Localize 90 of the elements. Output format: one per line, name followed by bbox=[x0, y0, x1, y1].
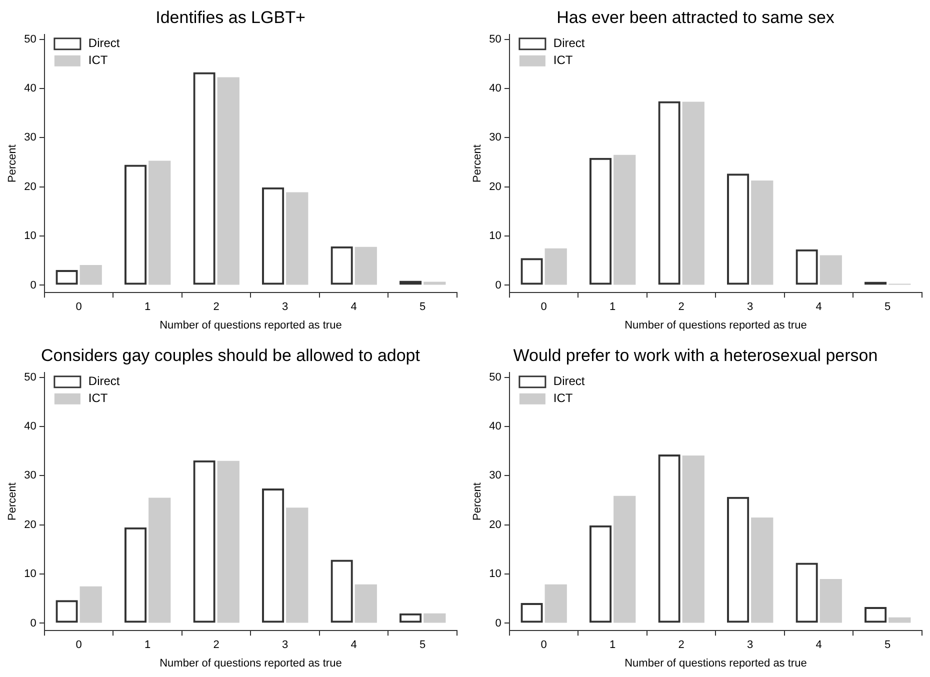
legend-label: ICT bbox=[88, 53, 108, 68]
x-axis-title: Number of questions reported as true bbox=[624, 319, 807, 332]
bar bbox=[286, 508, 308, 623]
x-axis-title: Number of questions reported as true bbox=[160, 319, 342, 332]
y-axis-title: Percent bbox=[6, 144, 19, 182]
x-tick-label: 5 bbox=[884, 639, 891, 652]
y-tick-label: 30 bbox=[489, 132, 502, 144]
x-tick-label: 1 bbox=[610, 301, 616, 314]
bar bbox=[80, 586, 102, 623]
y-tick-label: 10 bbox=[24, 230, 36, 242]
legend-label: ICT bbox=[88, 391, 108, 406]
y-tick-label: 10 bbox=[489, 568, 502, 580]
bar bbox=[217, 460, 240, 623]
bar bbox=[682, 456, 704, 623]
x-tick-label: 1 bbox=[144, 639, 151, 652]
x-tick-label: 4 bbox=[350, 301, 357, 314]
y-tick-label: 40 bbox=[24, 82, 36, 95]
x-tick-label: 4 bbox=[816, 639, 822, 652]
y-tick-label: 0 bbox=[495, 279, 502, 292]
x-tick-label: 2 bbox=[213, 639, 220, 652]
bar bbox=[217, 77, 240, 285]
legend-label: Direct bbox=[88, 374, 120, 388]
bar bbox=[80, 265, 102, 285]
y-tick-label: 20 bbox=[24, 180, 36, 193]
x-tick-label: 0 bbox=[540, 301, 547, 314]
x-tick-label: 0 bbox=[540, 639, 547, 652]
legend-label: ICT bbox=[553, 53, 574, 68]
bar bbox=[820, 578, 842, 623]
y-tick-label: 30 bbox=[489, 470, 502, 482]
x-tick-label: 4 bbox=[816, 301, 822, 314]
y-tick-label: 30 bbox=[24, 132, 36, 144]
y-tick-label: 50 bbox=[489, 33, 502, 46]
bar bbox=[354, 246, 377, 285]
bar bbox=[751, 517, 774, 623]
chart-title: Identifies as LGBT+ bbox=[156, 8, 306, 27]
bar bbox=[148, 498, 171, 623]
y-tick-label: 20 bbox=[489, 518, 502, 531]
y-tick-label: 0 bbox=[495, 617, 502, 630]
x-tick-label: 2 bbox=[213, 301, 220, 314]
x-tick-label: 2 bbox=[678, 301, 684, 314]
y-tick-label: 20 bbox=[24, 518, 36, 531]
bar bbox=[148, 160, 171, 285]
y-tick-label: 30 bbox=[24, 470, 36, 482]
chart-title: Has ever been attracted to same sex bbox=[556, 8, 835, 27]
chart-title: Considers gay couples should be allowed to adopt bbox=[41, 346, 420, 365]
bar bbox=[820, 255, 842, 285]
bar bbox=[544, 248, 567, 285]
x-tick-label: 0 bbox=[76, 301, 82, 314]
bar bbox=[286, 192, 308, 285]
x-tick-label: 3 bbox=[747, 301, 754, 314]
x-tick-label: 5 bbox=[884, 301, 891, 314]
y-tick-label: 50 bbox=[24, 371, 36, 384]
legend-label: ICT bbox=[553, 391, 574, 406]
x-tick-label: 3 bbox=[282, 639, 288, 652]
bar bbox=[354, 584, 377, 623]
y-axis-title: Percent bbox=[472, 482, 484, 520]
x-tick-label: 1 bbox=[144, 301, 151, 314]
y-tick-label: 40 bbox=[489, 82, 502, 95]
x-tick-label: 3 bbox=[747, 639, 754, 652]
chart-title: Would prefer to work with a heterosexual person bbox=[513, 346, 878, 365]
y-tick-label: 50 bbox=[489, 371, 502, 384]
y-tick-label: 10 bbox=[489, 230, 502, 242]
x-tick-label: 0 bbox=[76, 639, 82, 652]
y-tick-label: 50 bbox=[24, 33, 36, 46]
x-tick-label: 2 bbox=[678, 639, 684, 652]
y-tick-label: 40 bbox=[24, 420, 36, 433]
x-tick-label: 5 bbox=[420, 639, 426, 652]
bar bbox=[751, 180, 774, 285]
y-tick-label: 40 bbox=[489, 420, 502, 433]
bar bbox=[424, 613, 446, 623]
x-tick-label: 1 bbox=[610, 639, 616, 652]
x-tick-label: 4 bbox=[350, 639, 357, 652]
x-tick-label: 3 bbox=[282, 301, 288, 314]
y-tick-label: 10 bbox=[24, 568, 36, 580]
bar bbox=[888, 617, 911, 623]
y-tick-label: 20 bbox=[489, 180, 502, 193]
legend-label: Direct bbox=[553, 36, 586, 50]
x-axis-title: Number of questions reported as true bbox=[160, 657, 342, 670]
legend-label: Direct bbox=[88, 36, 120, 50]
bar bbox=[682, 102, 704, 285]
x-tick-label: 5 bbox=[420, 301, 426, 314]
bar bbox=[614, 496, 636, 623]
y-axis-title: Percent bbox=[472, 144, 484, 182]
bar bbox=[614, 154, 636, 285]
y-tick-label: 0 bbox=[30, 617, 36, 630]
y-axis-title: Percent bbox=[6, 482, 19, 520]
y-tick-label: 0 bbox=[30, 279, 36, 292]
bar bbox=[544, 584, 567, 623]
x-axis-title: Number of questions reported as true bbox=[624, 657, 807, 670]
legend-label: Direct bbox=[553, 374, 586, 388]
